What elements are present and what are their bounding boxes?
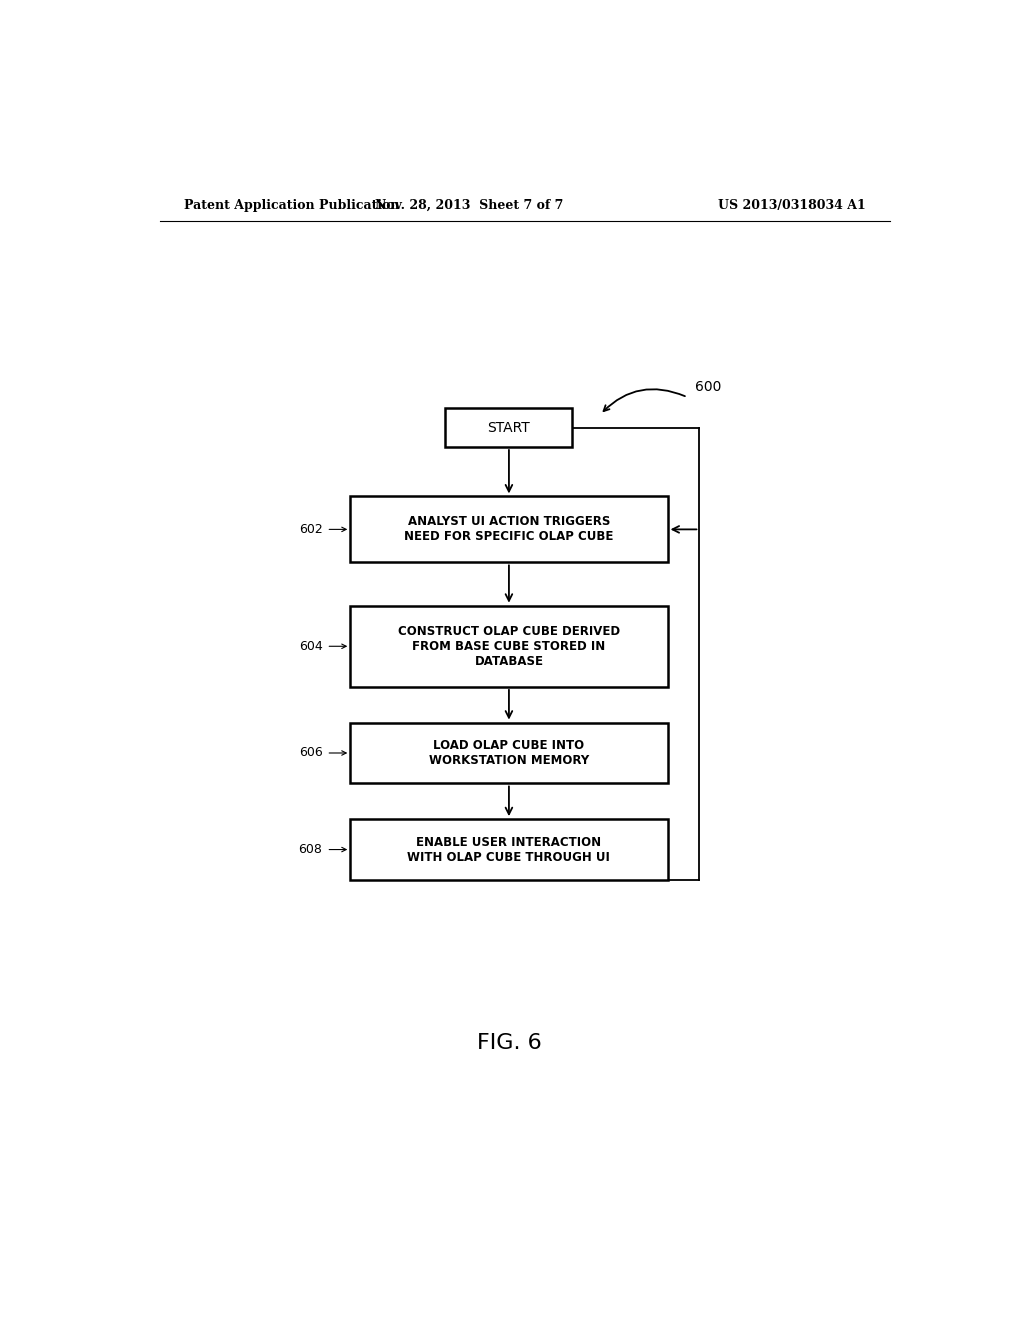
Text: FIG. 6: FIG. 6 — [476, 1032, 542, 1052]
Text: Patent Application Publication: Patent Application Publication — [183, 198, 399, 211]
Text: ANALYST UI ACTION TRIGGERS
NEED FOR SPECIFIC OLAP CUBE: ANALYST UI ACTION TRIGGERS NEED FOR SPEC… — [404, 515, 613, 544]
Text: START: START — [487, 421, 530, 434]
FancyBboxPatch shape — [350, 818, 668, 880]
FancyBboxPatch shape — [350, 606, 668, 686]
Text: 600: 600 — [695, 380, 722, 395]
Text: 604: 604 — [299, 640, 323, 653]
Text: LOAD OLAP CUBE INTO
WORKSTATION MEMORY: LOAD OLAP CUBE INTO WORKSTATION MEMORY — [429, 739, 589, 767]
FancyBboxPatch shape — [350, 496, 668, 562]
Text: 608: 608 — [299, 843, 323, 857]
Text: US 2013/0318034 A1: US 2013/0318034 A1 — [718, 198, 866, 211]
Text: 602: 602 — [299, 523, 323, 536]
Text: ENABLE USER INTERACTION
WITH OLAP CUBE THROUGH UI: ENABLE USER INTERACTION WITH OLAP CUBE T… — [408, 836, 610, 863]
FancyBboxPatch shape — [350, 722, 668, 784]
FancyBboxPatch shape — [445, 408, 572, 447]
Text: Nov. 28, 2013  Sheet 7 of 7: Nov. 28, 2013 Sheet 7 of 7 — [375, 198, 563, 211]
Text: 606: 606 — [299, 747, 323, 759]
Text: CONSTRUCT OLAP CUBE DERIVED
FROM BASE CUBE STORED IN
DATABASE: CONSTRUCT OLAP CUBE DERIVED FROM BASE CU… — [398, 624, 620, 668]
